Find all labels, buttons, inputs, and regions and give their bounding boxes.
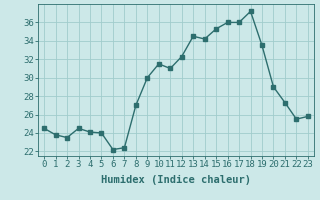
- X-axis label: Humidex (Indice chaleur): Humidex (Indice chaleur): [101, 175, 251, 185]
